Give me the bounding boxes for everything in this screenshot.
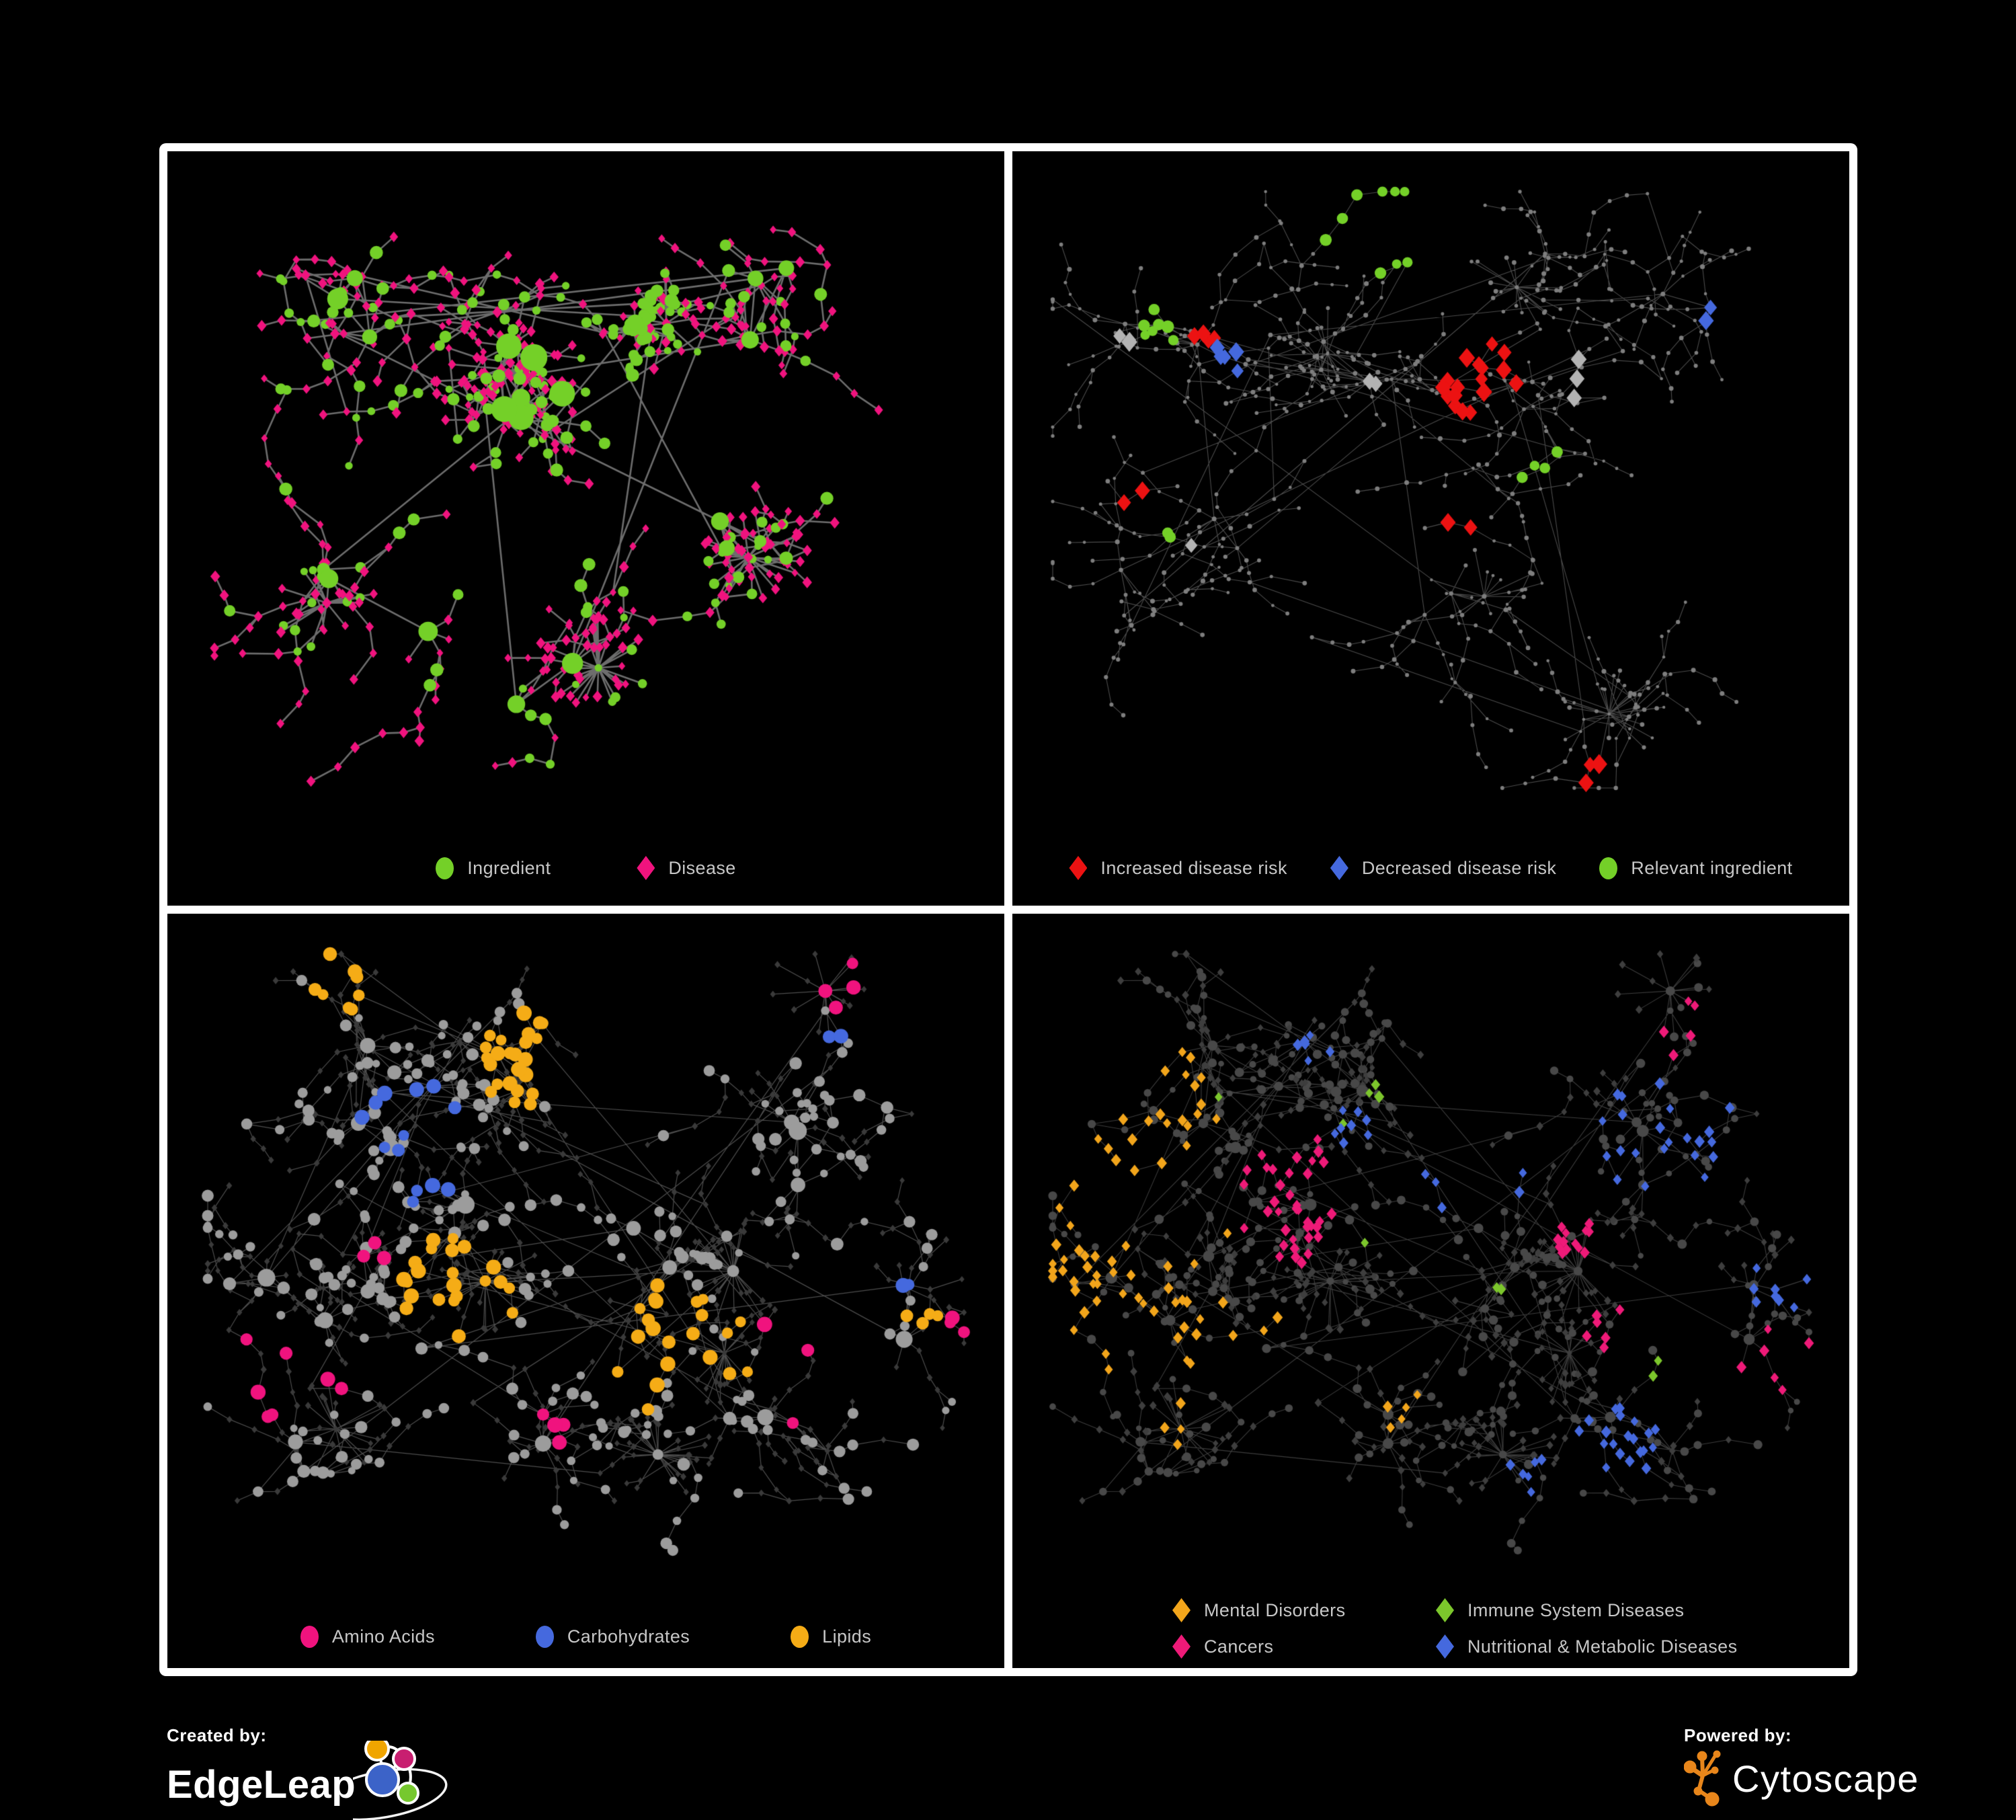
- panel-ingredient-disease: Ingredient Disease: [167, 151, 1004, 906]
- created-by-block: Created by: EdgeLeap: [167, 1725, 454, 1820]
- legend-label: Immune System Diseases: [1467, 1599, 1685, 1620]
- panel-grid: Ingredient Disease Increased disease ris…: [159, 143, 1857, 1676]
- powered-by-label: Powered by:: [1684, 1725, 1792, 1745]
- legend-ingredient-disease: Ingredient Disease: [167, 856, 1004, 880]
- legend-label: Amino Acids: [331, 1626, 435, 1647]
- increased-risk-diamond-icon: [1069, 856, 1088, 880]
- powered-by-block: Powered by: Cytoscape: [1684, 1725, 1919, 1807]
- ingredient-circle-icon: [436, 857, 454, 879]
- legend-item-mental-disorders: Mental Disorders: [1172, 1598, 1436, 1622]
- lipids-circle-icon: [791, 1626, 809, 1648]
- mental-disorders-diamond-icon: [1172, 1598, 1191, 1622]
- disease-diamond-icon: [637, 856, 655, 880]
- legend-item-carbohydrates: Carbohydrates: [535, 1626, 690, 1648]
- decreased-risk-diamond-icon: [1330, 856, 1348, 880]
- legend-item-nutritional-metabolic-diseases: Nutritional & Metabolic Diseases: [1436, 1634, 1737, 1659]
- legend-label: Mental Disorders: [1204, 1599, 1346, 1620]
- legend-label: Carbohydrates: [567, 1626, 690, 1647]
- ingredient-categories-network-canvas: [167, 914, 1004, 1668]
- disease-risk-network-canvas: [1012, 151, 1849, 906]
- cytoscape-logo-icon: [1684, 1750, 1721, 1807]
- legend-item-disease: Disease: [637, 856, 735, 880]
- legend-label: Decreased disease risk: [1361, 857, 1557, 878]
- legend-item-relevant-ingredient: Relevant ingredient: [1599, 857, 1792, 879]
- legend-item-decreased-risk: Decreased disease risk: [1330, 856, 1556, 880]
- created-by-label: Created by:: [167, 1725, 267, 1745]
- legend-item-immune-system-diseases: Immune System Diseases: [1436, 1598, 1737, 1622]
- legend-label: Relevant ingredient: [1631, 857, 1793, 878]
- legend-item-increased-risk: Increased disease risk: [1069, 856, 1287, 880]
- legend-label: Disease: [668, 857, 736, 878]
- panel-disease-categories: Mental Disorders Immune System Diseases …: [1012, 914, 1849, 1668]
- legend-label: Nutritional & Metabolic Diseases: [1467, 1636, 1738, 1657]
- edgeleap-logo-icon: [353, 1741, 448, 1820]
- legend-item-lipids: Lipids: [791, 1626, 871, 1648]
- legend-ingredient-categories: Amino Acids Carbohydrates Lipids: [167, 1626, 1004, 1648]
- cancers-diamond-icon: [1172, 1634, 1191, 1659]
- disease-categories-network-canvas: [1012, 914, 1849, 1668]
- panel-disease-risk: Increased disease risk Decreased disease…: [1012, 151, 1849, 906]
- legend-label: Increased disease risk: [1100, 857, 1287, 878]
- ingredient-disease-network-canvas: [167, 151, 1004, 906]
- panel-ingredient-categories: Amino Acids Carbohydrates Lipids: [167, 914, 1004, 1668]
- nutritional-metabolic-diamond-icon: [1436, 1634, 1454, 1659]
- carbohydrates-circle-icon: [535, 1626, 554, 1648]
- legend-item-amino-acids: Amino Acids: [300, 1626, 435, 1648]
- amino-acids-circle-icon: [300, 1626, 319, 1648]
- cytoscape-wordmark: Cytoscape: [1732, 1757, 1920, 1800]
- legend-label: Cancers: [1204, 1636, 1274, 1657]
- legend-disease-categories: Mental Disorders Immune System Diseases …: [1172, 1598, 1737, 1659]
- relevant-ingredient-circle-icon: [1599, 857, 1618, 879]
- edgeleap-wordmark: EdgeLeap: [167, 1762, 356, 1807]
- legend-item-ingredient: Ingredient: [436, 857, 551, 879]
- legend-label: Ingredient: [467, 857, 551, 878]
- legend-label: Lipids: [822, 1626, 872, 1647]
- legend-item-cancers: Cancers: [1172, 1634, 1436, 1659]
- legend-disease-risk: Increased disease risk Decreased disease…: [1012, 856, 1849, 880]
- immune-system-diamond-icon: [1436, 1598, 1454, 1622]
